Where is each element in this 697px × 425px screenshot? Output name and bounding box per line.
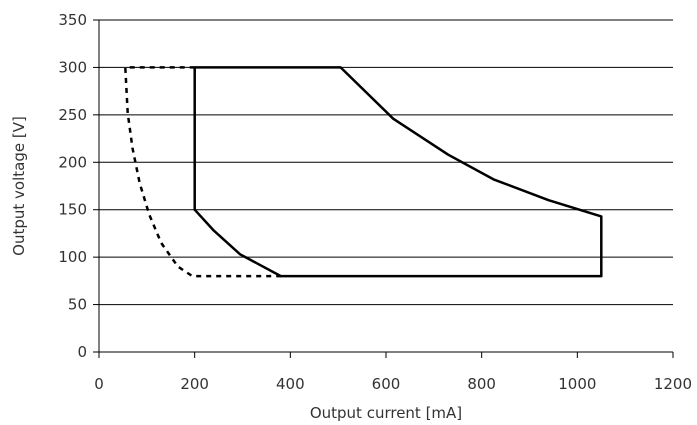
x-tick-label: 600 (372, 375, 401, 393)
y-axis-title: Output voltage [V] (10, 116, 28, 256)
x-axis-title: Output current [mA] (310, 404, 462, 422)
y-tick-labels: 0 50 100 150 200 250 300 350 (58, 11, 87, 361)
y-tick-label: 250 (58, 106, 87, 124)
x-tick-labels: 0 200 400 600 800 1000 1200 (94, 375, 692, 393)
y-tick-label: 50 (68, 296, 87, 314)
series-line-dashed (124, 66, 281, 278)
x-tick-label: 800 (467, 375, 496, 393)
x-tick-label: 1000 (558, 375, 596, 393)
x-tick-label: 400 (276, 375, 305, 393)
y-tick-label: 0 (77, 343, 87, 361)
y-tick-label: 200 (58, 153, 87, 171)
series-group (124, 66, 603, 278)
y-tick-label: 100 (58, 248, 87, 266)
gridlines (99, 19, 673, 306)
x-tick-label: 200 (180, 375, 209, 393)
axes (93, 19, 674, 358)
series-line-solid (193, 66, 603, 278)
y-tick-label: 350 (58, 11, 87, 29)
x-tick-label: 0 (94, 375, 104, 393)
y-tick-label: 300 (58, 58, 87, 76)
x-tick-label: 1200 (654, 375, 692, 393)
y-tick-label: 150 (58, 201, 87, 219)
